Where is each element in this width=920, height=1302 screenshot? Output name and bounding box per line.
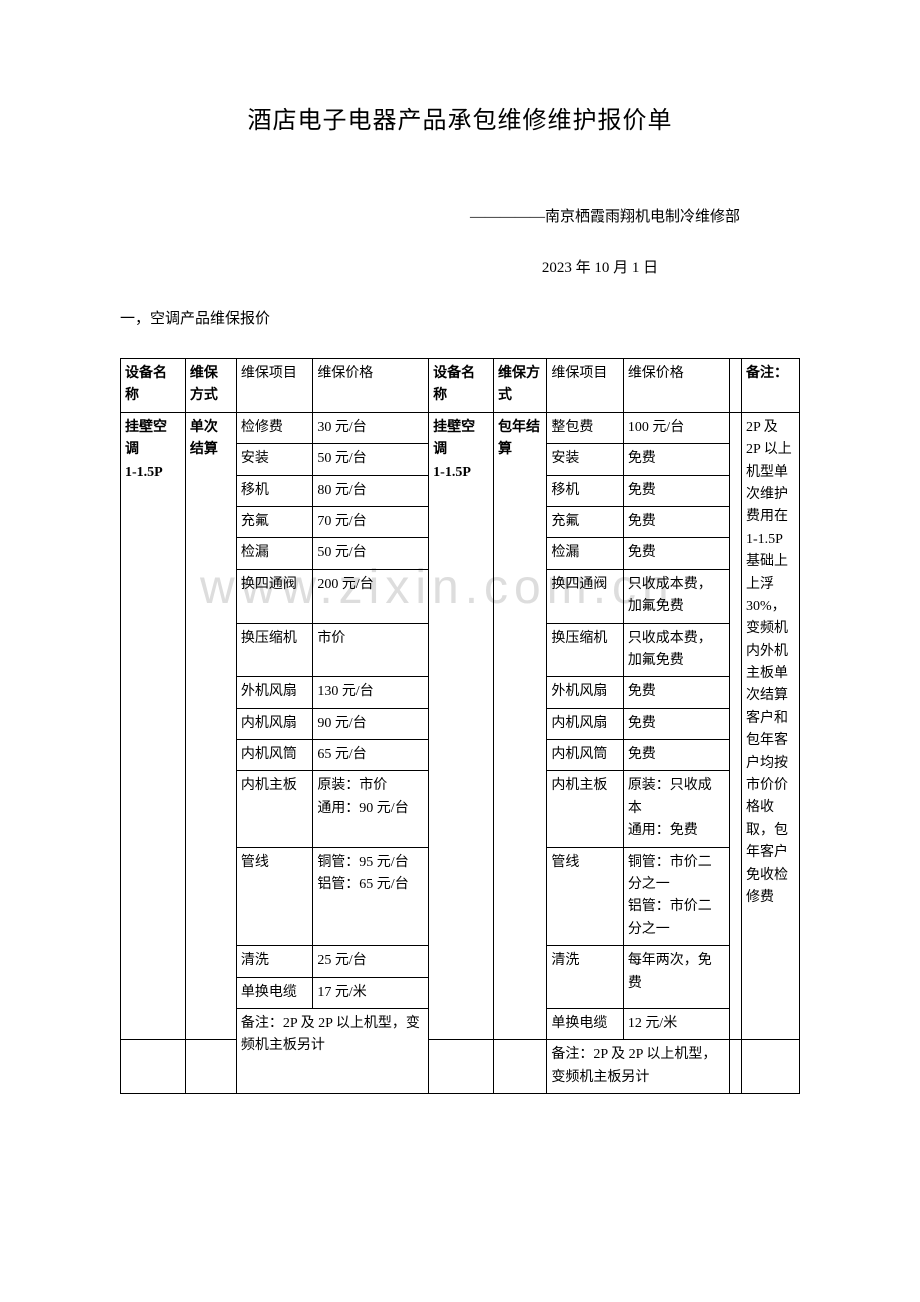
header-device-2: 设备名称 bbox=[429, 359, 494, 413]
header-method-2: 维保方式 bbox=[494, 359, 547, 413]
right-item-0: 整包费 bbox=[547, 412, 623, 443]
right-item-9: 内机风筒 bbox=[547, 740, 623, 771]
right-price-10: 原装：只收成本通用：免费 bbox=[623, 771, 730, 847]
price-table: 设备名称 维保方式 维保项目 维保价格 设备名称 维保方式 维保项目 维保价格 … bbox=[120, 358, 800, 1094]
right-price-1: 免费 bbox=[623, 444, 730, 475]
right-price-2: 免费 bbox=[623, 475, 730, 506]
right-item-12: 清洗 bbox=[547, 946, 623, 1009]
left-price-8: 90 元/台 bbox=[313, 708, 429, 739]
left-item-5: 换四通阀 bbox=[236, 569, 312, 623]
left-price-9: 65 元/台 bbox=[313, 740, 429, 771]
left-price-3: 70 元/台 bbox=[313, 506, 429, 537]
header-device-1: 设备名称 bbox=[121, 359, 186, 413]
left-item-11: 管线 bbox=[236, 847, 312, 946]
right-price-8: 免费 bbox=[623, 708, 730, 739]
header-item-2: 维保项目 bbox=[547, 359, 623, 413]
right-item-11: 管线 bbox=[547, 847, 623, 946]
left-item-4: 检漏 bbox=[236, 538, 312, 569]
left-price-5: 200 元/台 bbox=[313, 569, 429, 623]
right-item-5: 换四通阀 bbox=[547, 569, 623, 623]
right-method: 包年结算 bbox=[494, 412, 547, 1040]
page-title: 酒店电子电器产品承包维修维护报价单 bbox=[120, 100, 800, 135]
right-price-13: 12 元/米 bbox=[623, 1008, 730, 1039]
left-item-10: 内机主板 bbox=[236, 771, 312, 847]
spacer bbox=[730, 359, 742, 413]
header-price-1: 维保价格 bbox=[313, 359, 429, 413]
date: 2023 年 10 月 1 日 bbox=[120, 256, 800, 277]
right-price-3: 免费 bbox=[623, 506, 730, 537]
right-item-6: 换压缩机 bbox=[547, 623, 623, 677]
left-price-4: 50 元/台 bbox=[313, 538, 429, 569]
left-item-13: 单换电缆 bbox=[236, 977, 312, 1008]
left-item-0: 检修费 bbox=[236, 412, 312, 443]
right-item-13: 单换电缆 bbox=[547, 1008, 623, 1039]
header-price-2: 维保价格 bbox=[623, 359, 730, 413]
left-note: 备注：2P 及 2P 以上机型，变频机主板另计 bbox=[236, 1008, 428, 1093]
right-price-11: 铜管：市价二分之一铝管：市价二分之一 bbox=[623, 847, 730, 946]
right-price-6: 只收成本费，加氟免费 bbox=[623, 623, 730, 677]
right-item-8: 内机风扇 bbox=[547, 708, 623, 739]
left-price-13: 17 元/米 bbox=[313, 977, 429, 1008]
spacer-col bbox=[730, 412, 742, 1040]
right-note: 备注：2P 及 2P 以上机型，变频机主板另计 bbox=[547, 1040, 730, 1094]
left-method: 单次结算 bbox=[185, 412, 236, 1040]
left-price-2: 80 元/台 bbox=[313, 475, 429, 506]
left-item-2: 移机 bbox=[236, 475, 312, 506]
left-price-6: 市价 bbox=[313, 623, 429, 677]
right-price-12: 每年两次，免费 bbox=[623, 946, 730, 1009]
left-price-10: 原装：市价通用：90 元/台 bbox=[313, 771, 429, 847]
header-method-1: 维保方式 bbox=[185, 359, 236, 413]
left-item-7: 外机风扇 bbox=[236, 677, 312, 708]
right-item-3: 充氟 bbox=[547, 506, 623, 537]
left-price-11: 铜管：95 元/台铝管：65 元/台 bbox=[313, 847, 429, 946]
left-price-1: 50 元/台 bbox=[313, 444, 429, 475]
right-device: 挂壁空调1-1.5P bbox=[429, 412, 494, 1040]
right-item-7: 外机风扇 bbox=[547, 677, 623, 708]
right-price-9: 免费 bbox=[623, 740, 730, 771]
subtitle: —————南京栖霞雨翔机电制冷维修部 bbox=[120, 205, 800, 226]
right-item-1: 安装 bbox=[547, 444, 623, 475]
header-item-1: 维保项目 bbox=[236, 359, 312, 413]
left-price-7: 130 元/台 bbox=[313, 677, 429, 708]
left-item-3: 充氟 bbox=[236, 506, 312, 537]
header-remark: 备注： bbox=[741, 359, 799, 413]
left-item-1: 安装 bbox=[236, 444, 312, 475]
left-item-9: 内机风筒 bbox=[236, 740, 312, 771]
left-item-12: 清洗 bbox=[236, 946, 312, 977]
left-item-8: 内机风扇 bbox=[236, 708, 312, 739]
right-item-10: 内机主板 bbox=[547, 771, 623, 847]
right-price-7: 免费 bbox=[623, 677, 730, 708]
remark-col: 2P 及2P 以上机型单次维护费用在1-1.5P基础上上浮30%，变频机内外机主… bbox=[741, 412, 799, 1040]
right-item-2: 移机 bbox=[547, 475, 623, 506]
right-price-0: 100 元/台 bbox=[623, 412, 730, 443]
left-item-6: 换压缩机 bbox=[236, 623, 312, 677]
right-price-4: 免费 bbox=[623, 538, 730, 569]
left-device: 挂壁空调1-1.5P bbox=[121, 412, 186, 1040]
left-price-12: 25 元/台 bbox=[313, 946, 429, 977]
left-price-0: 30 元/台 bbox=[313, 412, 429, 443]
right-item-4: 检漏 bbox=[547, 538, 623, 569]
section-heading: 一，空调产品维保报价 bbox=[120, 307, 800, 328]
right-price-5: 只收成本费，加氟免费 bbox=[623, 569, 730, 623]
